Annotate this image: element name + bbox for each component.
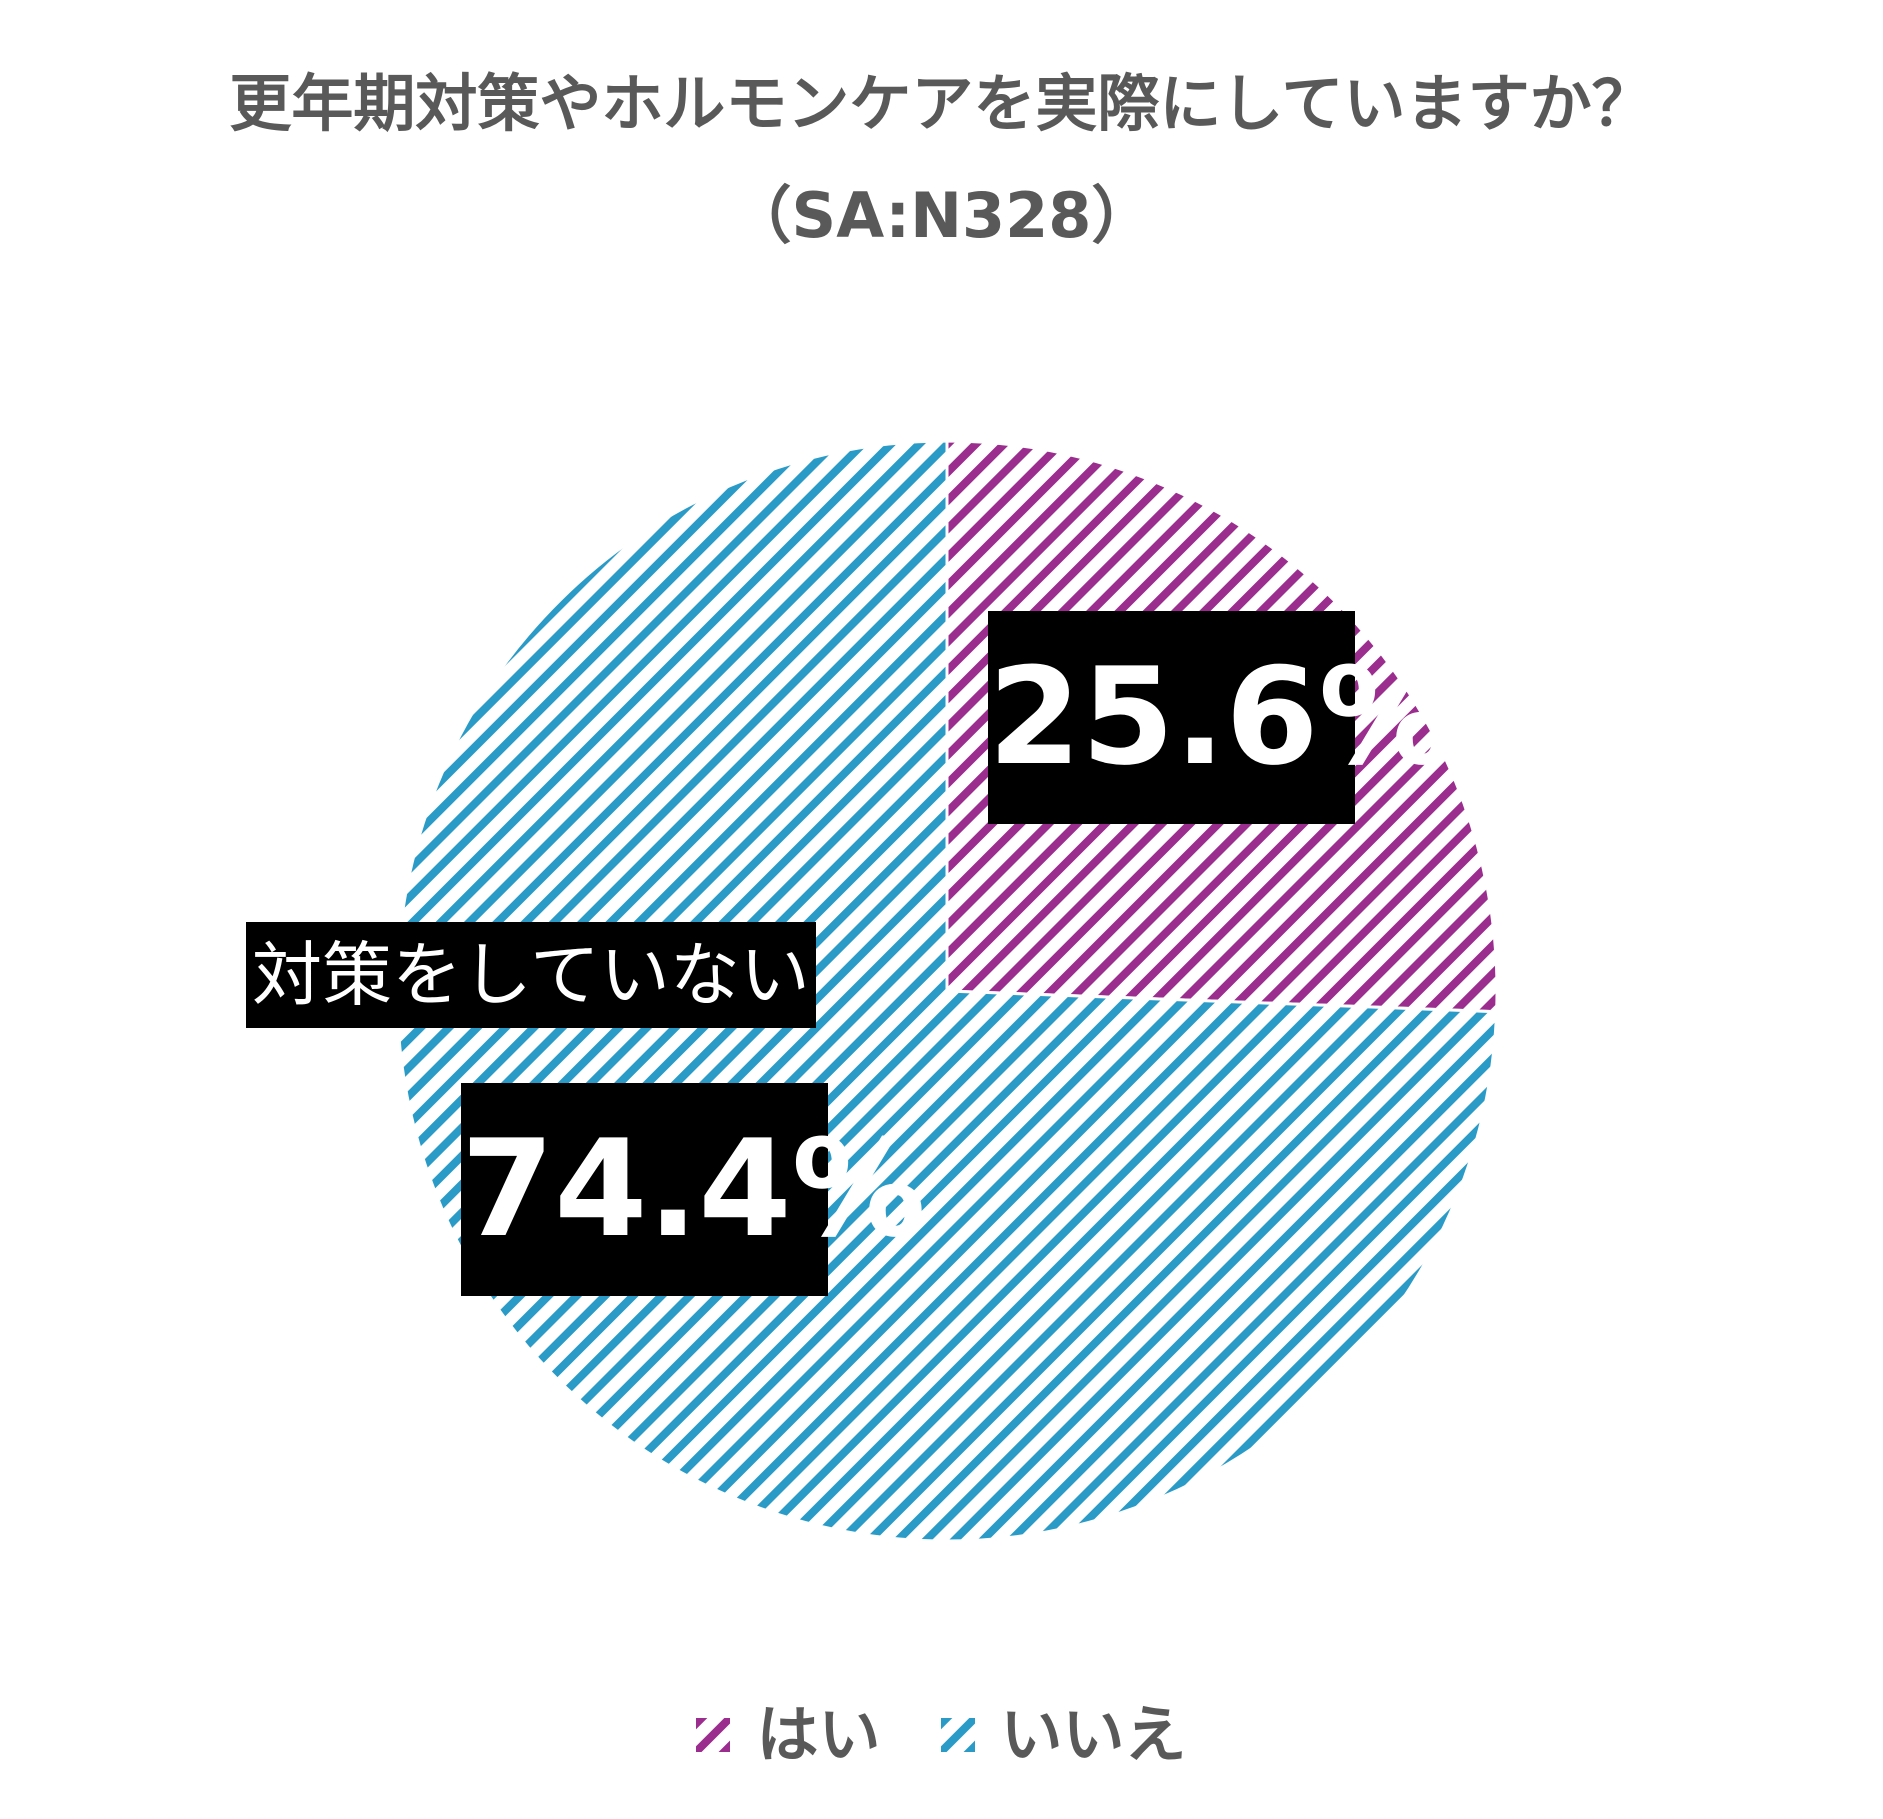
legend-label-iie: いいえ: [1000, 1698, 1187, 1771]
legend-item-iie: いいえ: [940, 1690, 1187, 1780]
legend-item-hai: はい: [696, 1690, 881, 1780]
data-label-iie: 74.4%: [461, 1083, 926, 1296]
category-label-iie: 対策をしていない: [246, 922, 816, 1028]
legend-swatch-hai: [696, 1718, 731, 1752]
legend-swatch-iie: [940, 1718, 975, 1752]
legend-label-hai: はい: [756, 1698, 881, 1771]
data-label-hai: 25.6%: [988, 611, 1453, 824]
chart-title: 更年期対策やホルモンケアを実際にしていますか？（SA:N328）: [229, 67, 1654, 252]
legend: はい いいえ: [0, 1690, 1883, 1780]
